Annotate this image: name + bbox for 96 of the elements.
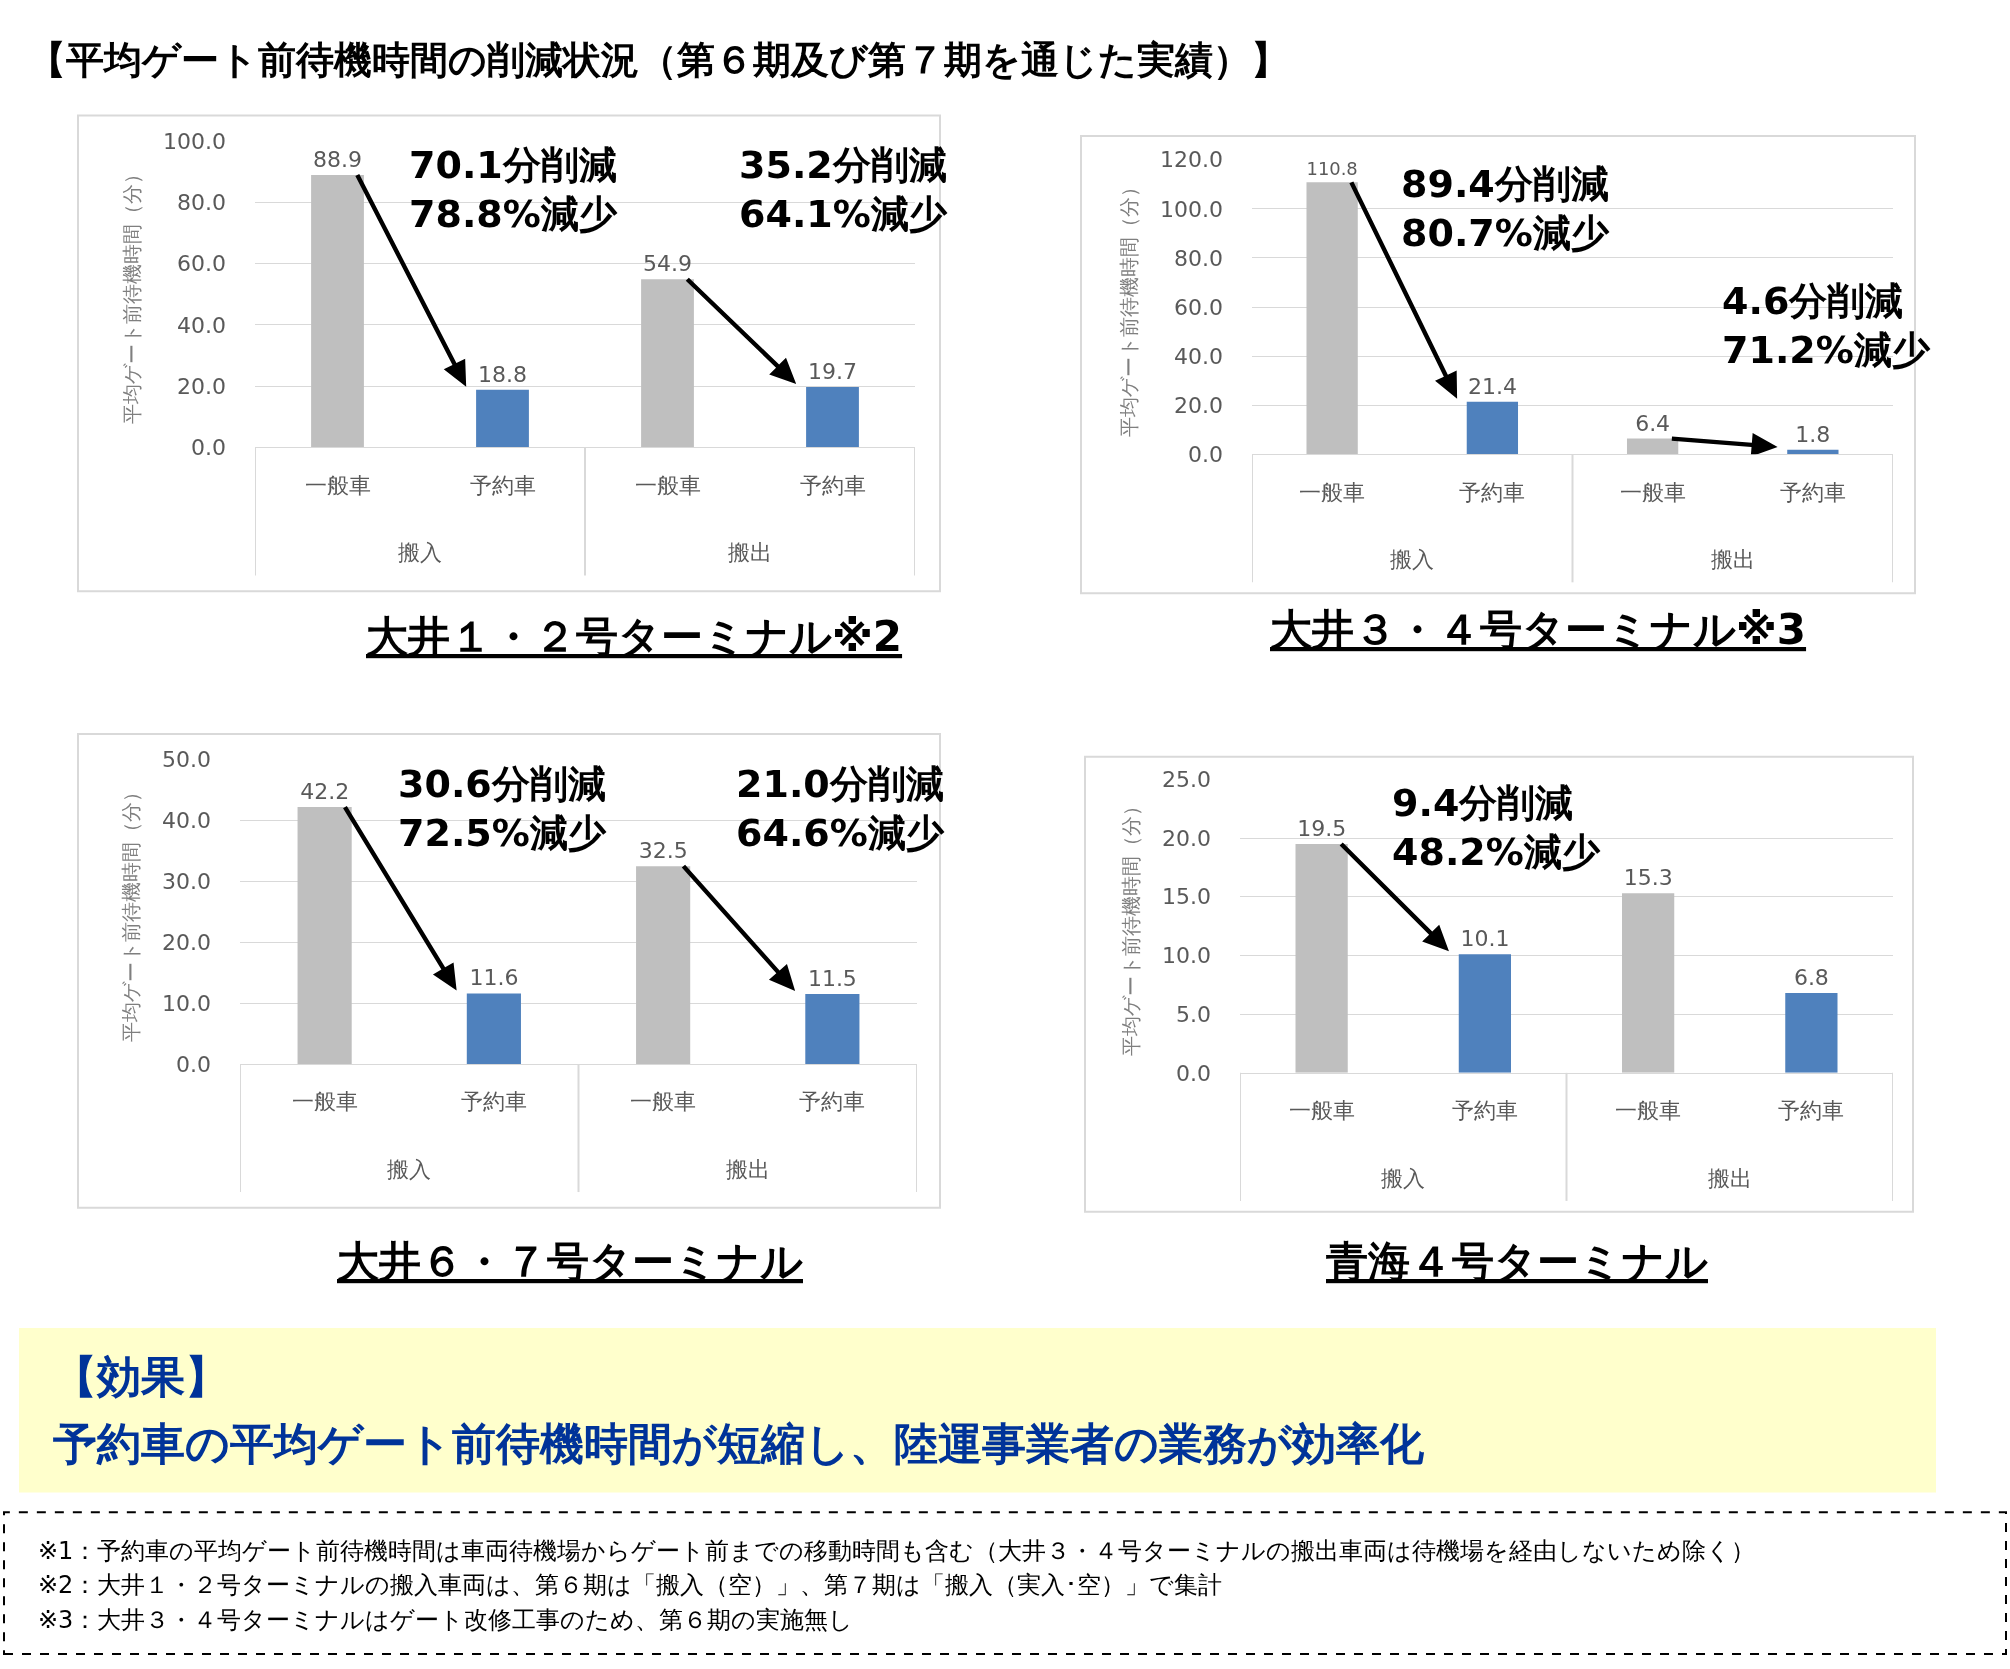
data-label: 6.4	[1635, 410, 1671, 436]
annotation: 70.1分削減 78.8%減少	[409, 143, 618, 237]
data-label: 19.7	[808, 359, 857, 385]
bar	[806, 387, 859, 448]
annotation: 89.4分削減 80.7%減少	[1401, 162, 1610, 256]
text: 搬入	[398, 540, 442, 565]
y-tick-label: 100.0	[1160, 196, 1223, 222]
y-tick-label: 50.0	[162, 747, 211, 773]
data-label: 1.8	[1795, 421, 1831, 447]
y-tick-label: 20.0	[162, 929, 211, 955]
data-label: 19.5	[1297, 815, 1347, 841]
text: ※2：大井１・２号ターミナルの搬入車両は、第６期は「搬入（空）」、第７期は「搬入（実入･空）」で集計	[38, 1571, 1223, 1599]
x-tick-label: 予約車	[1451, 1098, 1518, 1124]
bar	[1466, 401, 1519, 455]
y-tick-label: 0.0	[191, 435, 226, 461]
y-tick-label: 60.0	[177, 251, 226, 277]
text: ※3：大井３・４号ターミナルはゲート改修工事のため、第６期の実施無し	[38, 1606, 854, 1634]
text: ※1：予約車の平均ゲート前待機時間は車両待機場からゲート前までの移動時間も含む（大井３・４号ターミナルの搬出車両は待機場を経由しないため除く）	[38, 1537, 1756, 1565]
data-label: 42.2	[300, 779, 350, 805]
text: 搬入	[387, 1157, 431, 1182]
data-label: 18.8	[478, 361, 527, 387]
data-label: 10.1	[1460, 926, 1510, 952]
y-tick-label: 20.0	[1162, 825, 1211, 851]
x-tick-label: 一般車	[1288, 1098, 1355, 1124]
y-tick-label: 5.0	[1176, 1001, 1211, 1027]
text: 搬出	[728, 540, 772, 565]
x-tick-label: 予約車	[1779, 479, 1846, 505]
annotation: 9.4分削減 48.2%減少	[1392, 781, 1601, 875]
bar	[1295, 843, 1348, 1073]
y-tick-label: 25.0	[1162, 767, 1211, 793]
bar	[466, 993, 521, 1064]
x-tick-label: 一般車	[1299, 479, 1366, 505]
y-tick-label: 30.0	[162, 869, 211, 895]
data-label: 11.5	[807, 966, 857, 991]
y-tick-label: 40.0	[1174, 343, 1223, 369]
text: 大井３・４号ターミナル※3	[1270, 605, 1807, 654]
data-label: 88.9	[313, 147, 362, 173]
bar	[1458, 954, 1511, 1073]
annotation: 21.0分削減 64.6%減少	[736, 762, 945, 856]
x-tick-label: 予約車	[460, 1089, 527, 1115]
x-tick-label: 一般車	[634, 472, 701, 498]
bar	[805, 994, 860, 1064]
x-tick-label: 一般車	[291, 1089, 358, 1115]
y-tick-label: 80.0	[177, 190, 226, 216]
y-tick-label: 20.0	[177, 373, 226, 399]
text: 大井１・２号ターミナル※2	[366, 612, 903, 661]
y-axis-title: 平均ゲート前待機時間（分）	[1118, 796, 1143, 1057]
data-label: 6.8	[1793, 965, 1829, 991]
bar	[476, 389, 529, 448]
y-tick-label: 0.0	[1176, 1060, 1211, 1086]
y-axis-title: 平均ゲート前待機時間（分）	[119, 164, 144, 425]
x-tick-label: 一般車	[630, 1089, 697, 1115]
y-tick-label: 80.0	[1174, 245, 1223, 271]
annotation: 30.6分削減 72.5%減少	[398, 762, 607, 856]
y-tick-label: 0.0	[176, 1051, 211, 1077]
x-tick-label: 予約車	[1459, 479, 1526, 505]
text: 搬入	[1381, 1166, 1425, 1191]
bar	[1787, 449, 1839, 455]
text: 搬出	[1708, 1166, 1752, 1191]
annotation: 4.6分削減 71.2%減少	[1722, 279, 1931, 373]
bar	[1622, 893, 1675, 1073]
x-tick-label: 予約車	[799, 472, 866, 498]
y-tick-label: 10.0	[1162, 943, 1211, 969]
data-label: 110.8	[1306, 158, 1358, 180]
text: 予約車の平均ゲート前待機時間が短縮し、陸運事業者の業務が効率化	[53, 1418, 1425, 1469]
y-tick-label: 10.0	[162, 990, 211, 1016]
data-label: 21.4	[1467, 373, 1517, 399]
y-tick-label: 40.0	[162, 808, 211, 834]
data-label: 11.6	[469, 965, 519, 991]
y-tick-label: 20.0	[1174, 392, 1223, 418]
data-label: 15.3	[1623, 865, 1673, 891]
y-tick-label: 100.0	[163, 128, 226, 154]
y-tick-label: 15.0	[1162, 884, 1211, 910]
x-tick-label: 一般車	[1619, 479, 1686, 505]
x-tick-label: 一般車	[1615, 1098, 1682, 1124]
y-tick-label: 0.0	[1188, 441, 1223, 467]
text: 青海４号ターミナル	[1325, 1237, 1708, 1286]
x-tick-label: 予約車	[799, 1089, 866, 1115]
y-axis-title: 平均ゲート前待機時間（分）	[1116, 177, 1141, 438]
annotation: 35.2分削減 64.1%減少	[739, 143, 948, 237]
y-tick-label: 60.0	[1174, 294, 1223, 320]
text: 【平均ゲート前待機時間の削減状況（第６期及び第７期を通じた実績）】	[28, 38, 1289, 82]
bar	[1785, 993, 1838, 1073]
x-tick-label: 一般車	[304, 472, 371, 498]
text: 【効果】	[53, 1351, 229, 1402]
text: 大井６・７号ターミナル	[337, 1237, 803, 1286]
y-axis-title: 平均ゲート前待機時間（分）	[118, 781, 143, 1042]
text: 搬出	[1711, 547, 1755, 572]
data-label: 32.5	[638, 838, 688, 864]
text: 搬入	[1390, 547, 1434, 572]
y-tick-label: 40.0	[177, 312, 226, 338]
x-tick-label: 予約車	[1778, 1098, 1845, 1124]
text: 搬出	[726, 1157, 770, 1182]
y-tick-label: 120.0	[1160, 147, 1223, 173]
x-tick-label: 予約車	[469, 472, 536, 498]
data-label: 54.9	[643, 251, 692, 277]
